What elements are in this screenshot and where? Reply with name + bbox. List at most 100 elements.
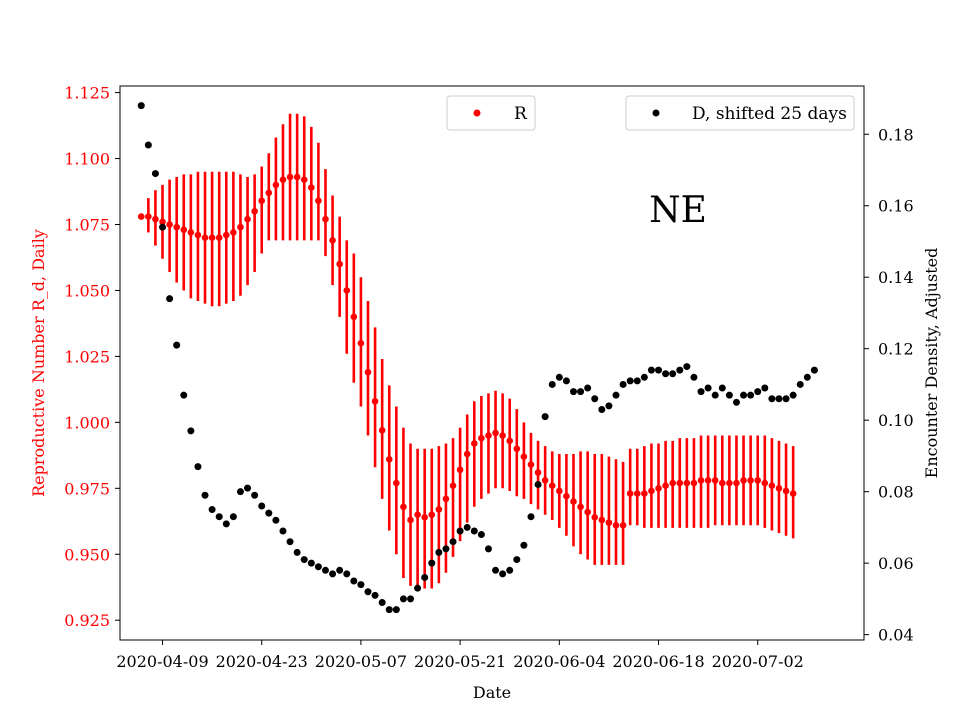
legend-r-marker [473,109,481,117]
d-point [605,402,613,410]
r-point [166,221,173,228]
y-axis-left-label: Reproductive Number R_d, Daily [29,229,48,497]
d-point [803,373,811,381]
r-point [612,521,620,529]
d-point [385,606,393,614]
y-left-tick-label: 1.025 [64,347,110,366]
d-point [421,573,429,581]
r-point [428,511,436,518]
r-point [244,215,251,223]
d-point [626,377,634,385]
r-point [506,437,514,445]
r-point [456,466,464,474]
r-point [541,477,549,484]
d-point [286,538,294,546]
d-point [690,373,698,381]
r-series [137,173,797,529]
y-right-tick-label: 0.06 [878,554,914,573]
r-point [591,514,599,521]
x-axis-label: Date [473,683,511,702]
r-point [584,508,591,516]
r-point [279,176,287,183]
r-point [782,487,790,495]
d-point [640,373,648,381]
r-point [315,197,322,205]
r-point [286,173,294,181]
d-point [725,391,733,399]
d-point [279,527,287,535]
d-point [747,391,755,399]
r-point [385,455,393,463]
d-point [740,391,748,399]
r-point [222,231,230,239]
d-point [321,566,329,574]
d-point [407,595,415,603]
r-point [676,479,684,487]
d-point [151,170,159,178]
x-tick-label: 2020-04-09 [116,652,208,671]
r-point [364,368,372,376]
y-left-tick-label: 1.100 [64,150,110,169]
d-point [534,481,542,489]
r-point [556,487,563,495]
y-left-tick-label: 0.975 [64,479,110,498]
r-point [761,479,769,487]
d-point [435,548,443,556]
d-point [236,488,244,496]
r-point [718,479,726,487]
r-point [251,208,258,215]
d-point [428,559,436,567]
r-point [300,176,308,183]
d-point [492,566,500,574]
d-point [350,577,358,585]
legend-d-box [625,95,855,131]
y-right-tick-label: 0.10 [878,411,914,430]
d-point [484,545,492,553]
d-point [208,506,216,514]
r-point [768,482,776,489]
region-annotation: NE [649,190,707,231]
y-axis-right-label: Encounter Density, Adjusted [922,248,941,479]
r-point [775,485,783,492]
r-point [754,477,762,484]
r-point [633,490,641,497]
d-point [662,370,670,378]
d-point [761,384,769,392]
d-point [187,427,195,435]
r-point [414,511,421,518]
r-point [208,234,216,241]
r-point [400,503,407,511]
legend-d-marker [652,109,660,117]
r-point [747,477,754,484]
d-point [307,559,315,567]
r-point [237,223,244,231]
d-point [499,570,507,578]
d-point [619,380,627,388]
r-point [272,181,280,189]
y-axis-right: 0.04 0.06 0.08 0.10 0.12 0.14 0.16 0.18 [864,125,914,645]
d-point [392,606,400,614]
y-left-tick-label: 0.925 [64,611,110,630]
d-point [336,566,344,574]
r-point [265,189,273,197]
y-right-tick-label: 0.16 [878,197,914,216]
r-point [605,519,613,526]
d-point [548,380,556,388]
d-point [159,223,167,231]
r-point [690,479,698,487]
r-point [159,218,166,226]
x-tick-label: 2020-05-21 [414,652,506,671]
d-point [229,513,237,521]
d-point [329,570,337,578]
d-point [569,388,577,396]
d-point [251,491,259,499]
r-point [180,226,188,234]
d-point [768,395,776,403]
d-point [520,541,528,549]
d-point [591,395,599,403]
r-point [308,184,315,191]
d-point [272,516,280,524]
d-point [265,509,273,517]
d-point [477,531,485,539]
r-point [421,514,428,521]
